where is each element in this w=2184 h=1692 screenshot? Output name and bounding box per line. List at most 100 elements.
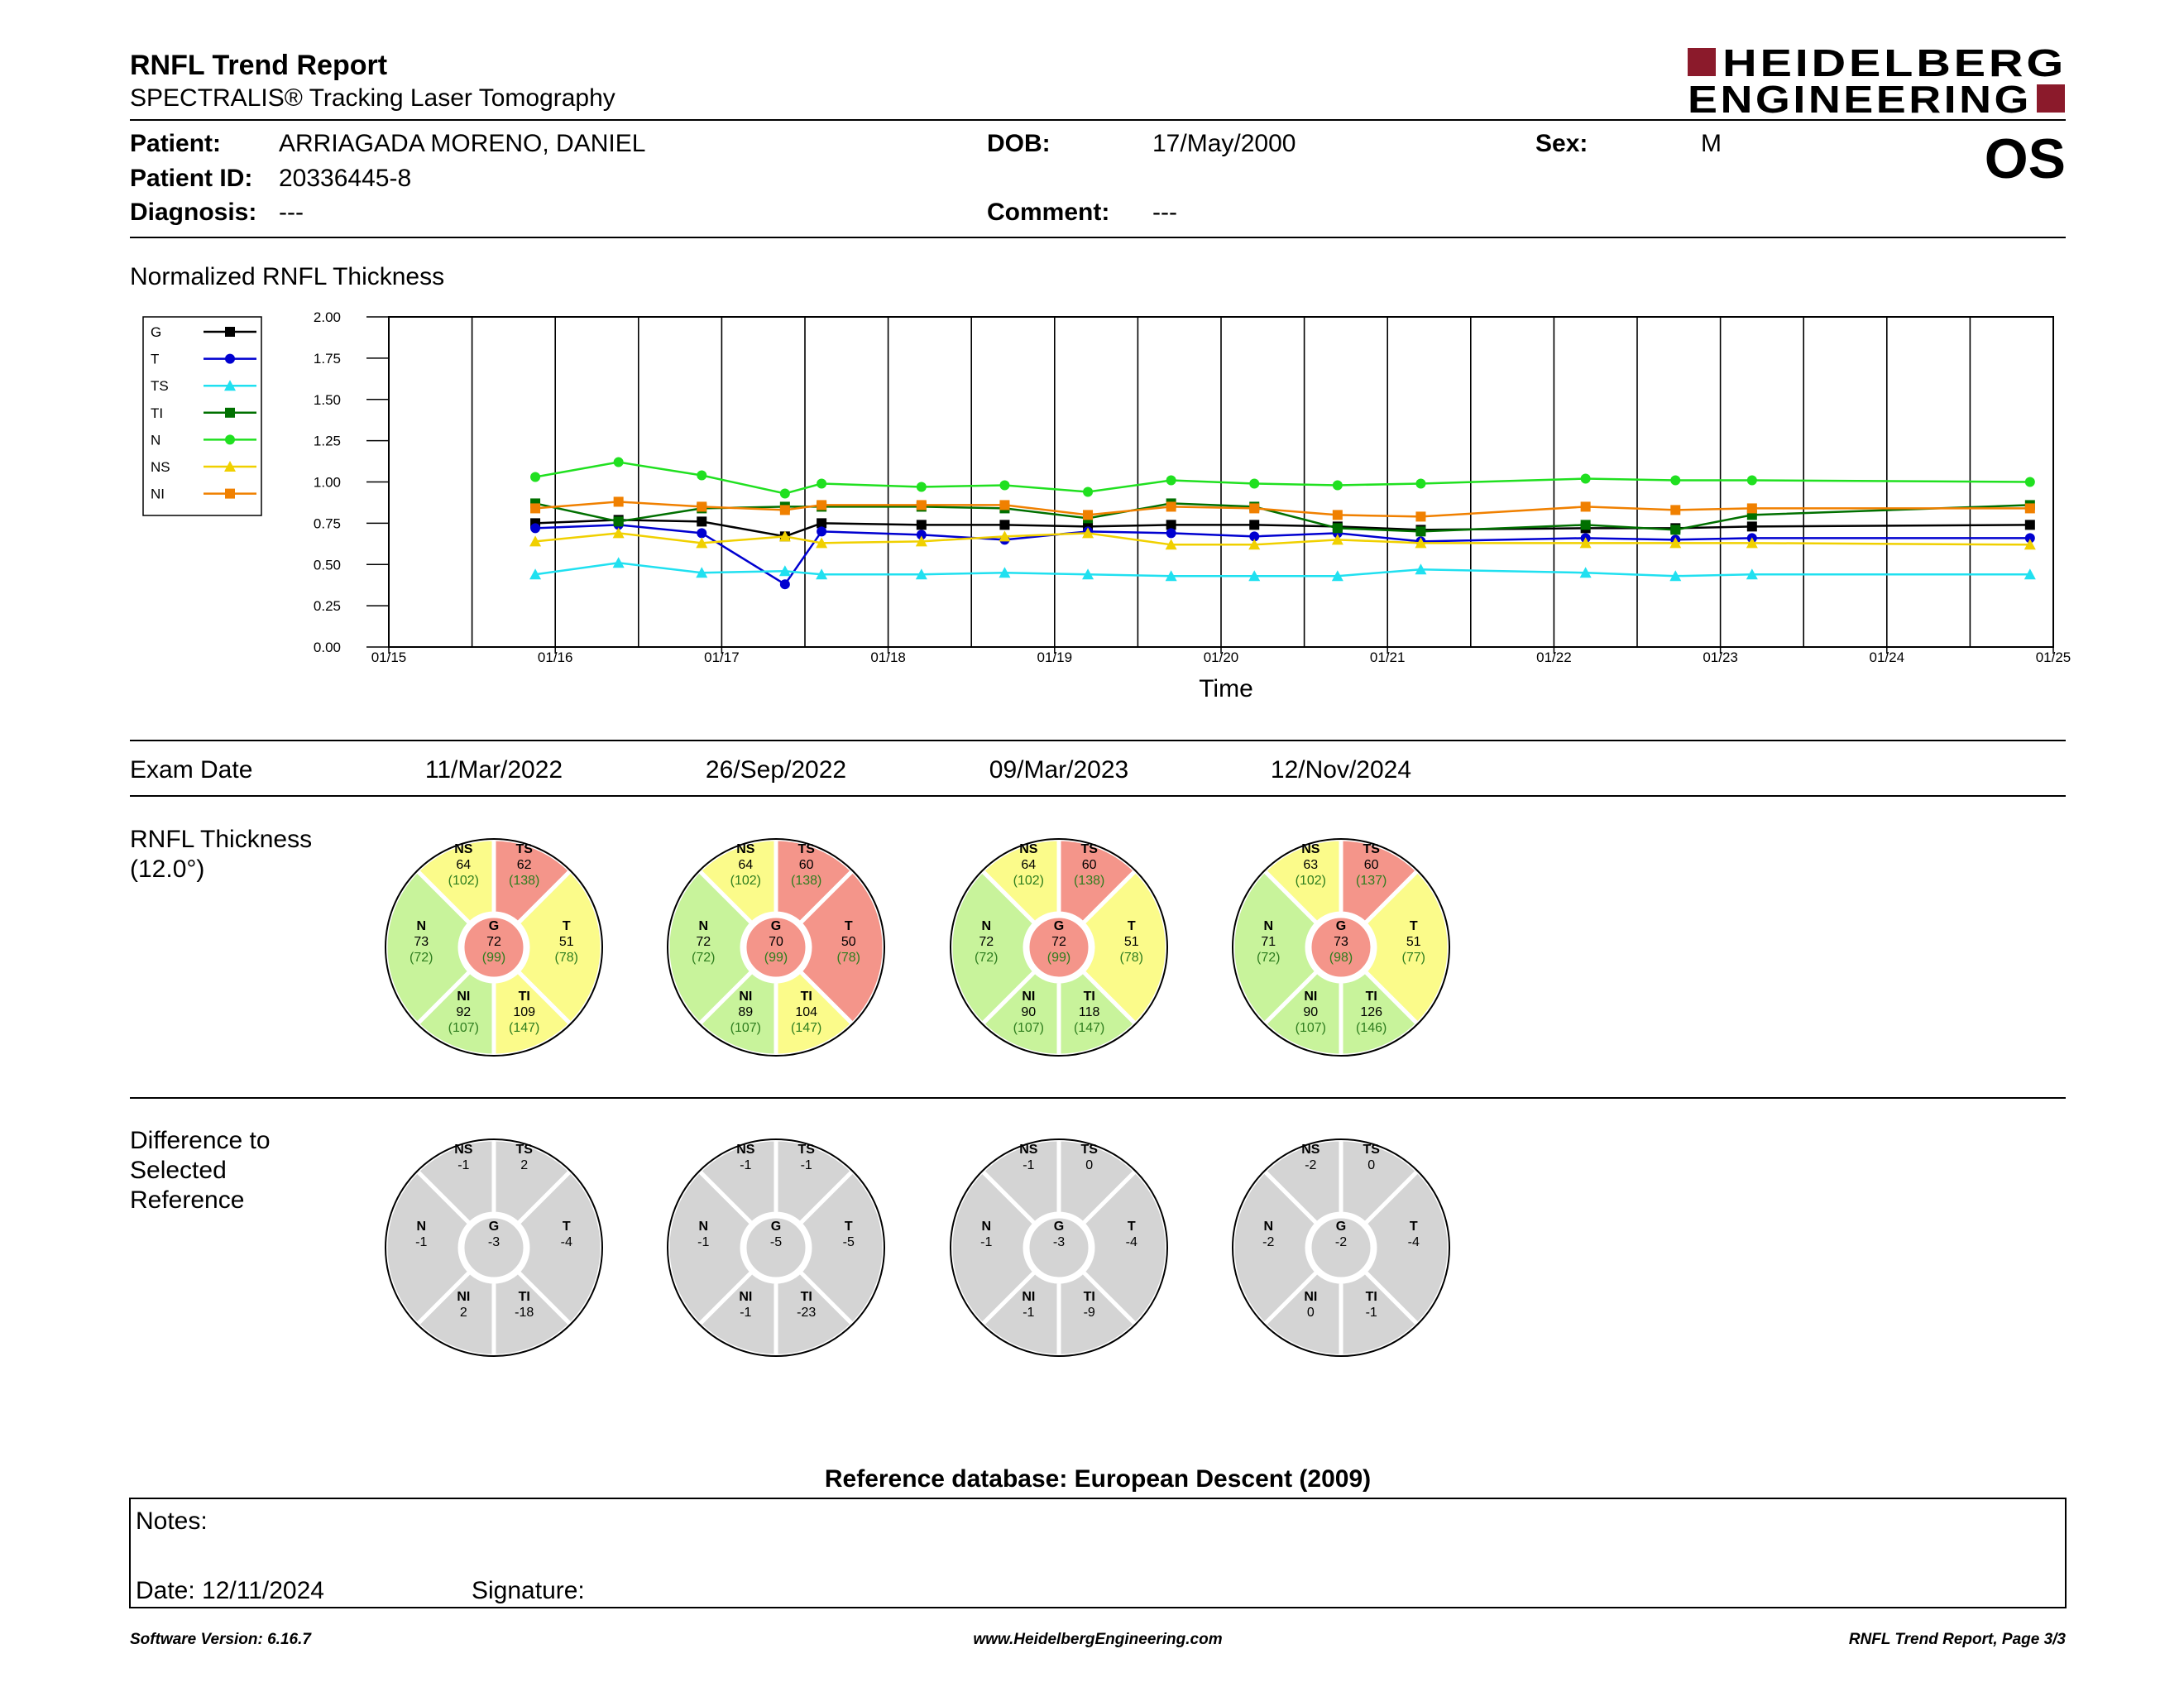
- series-n: [530, 457, 2035, 499]
- comment-label: Comment:: [987, 199, 1109, 226]
- x-tick-label: 01/19: [1037, 649, 1073, 665]
- data-point-t: [779, 579, 790, 590]
- data-point-t: [1166, 528, 1176, 539]
- x-tick-label: 01/20: [1204, 649, 1239, 665]
- sector-difference-ti: -18: [515, 1306, 534, 1320]
- data-point-ns: [1248, 539, 1261, 550]
- data-point-ts: [2024, 568, 2036, 580]
- data-point-g: [1746, 521, 1757, 532]
- data-point-ni: [2024, 503, 2035, 514]
- sector-difference-ns: -1: [740, 1158, 751, 1172]
- legend-marker: [225, 434, 235, 445]
- sector-name-ns: NS: [736, 1143, 755, 1157]
- data-point-ns: [999, 530, 1011, 542]
- heidelberg-logo: HEIDELBERG ENGINEERING: [1688, 41, 2065, 121]
- sector-difference-t: -4: [561, 1235, 572, 1249]
- series-ns: [529, 527, 2036, 550]
- diagnosis-label: Diagnosis:: [130, 199, 256, 226]
- sector-name-n: N: [698, 919, 708, 933]
- sector-name-ni: NI: [1022, 1290, 1035, 1304]
- y-tick-label: 1.00: [314, 475, 341, 491]
- x-tick-label: 01/24: [1870, 649, 1905, 665]
- data-point-t: [916, 530, 927, 540]
- data-point-n: [2024, 477, 2035, 487]
- sector-name-ti: TI: [1366, 990, 1377, 1004]
- data-point-ni: [1670, 505, 1681, 515]
- data-point-n: [697, 470, 707, 481]
- difference-label-line-2: Selected: [130, 1157, 227, 1184]
- circle-outline: [950, 838, 1168, 1057]
- data-point-ni: [697, 501, 707, 512]
- legend-marker: [224, 380, 236, 391]
- data-point-n: [613, 457, 624, 467]
- data-point-ts: [612, 557, 625, 568]
- sector-value-ns: 64: [1021, 858, 1036, 872]
- data-point-ts: [529, 568, 542, 580]
- data-point-n: [1166, 475, 1176, 486]
- data-point-ti: [613, 516, 624, 527]
- comment-value: ---: [1152, 199, 1177, 226]
- thickness-label-line-1: RNFL Thickness: [130, 826, 312, 853]
- sector-g: [462, 915, 526, 980]
- circle-outline: [385, 838, 603, 1057]
- sector-reference-ts: (138): [509, 874, 539, 888]
- series-line-g: [535, 519, 2030, 538]
- data-point-ns: [1165, 539, 1177, 550]
- logo-line-2: ENGINEERING: [1688, 78, 2032, 121]
- data-point-ts: [778, 565, 791, 577]
- data-point-g: [1249, 520, 1260, 530]
- sector-name-ti: TI: [519, 990, 530, 1004]
- logo-square-top: [1688, 48, 1716, 76]
- sector-reference-n: (72): [692, 951, 715, 965]
- data-point-ts: [1248, 570, 1261, 582]
- sector-name-ts: TS: [797, 842, 815, 856]
- data-point-ti: [1580, 520, 1591, 530]
- sector-value-ts: 62: [517, 858, 532, 872]
- sector-name-n: N: [1263, 919, 1273, 933]
- dob-label: DOB:: [987, 130, 1051, 157]
- data-point-ts: [816, 568, 828, 580]
- logo-square-bottom: [2037, 84, 2065, 113]
- x-tick-label: 01/16: [538, 649, 573, 665]
- data-point-ns: [1579, 537, 1592, 549]
- y-tick-label: 0.50: [314, 557, 341, 573]
- sector-value-ts: 60: [1364, 858, 1379, 872]
- sector-difference-n: -1: [697, 1235, 709, 1249]
- sector-reference-t: (77): [1402, 951, 1425, 965]
- x-tick-label: 01/23: [1703, 649, 1738, 665]
- sector-name-n: N: [416, 1220, 426, 1234]
- series-line-n: [534, 461, 2030, 495]
- series-line-ts: [534, 561, 2030, 578]
- sector-value-g: 72: [1051, 935, 1066, 949]
- sector-name-ts: TS: [1363, 842, 1380, 856]
- sector-value-ns: 64: [456, 858, 471, 872]
- sector-reference-t: (78): [1120, 951, 1143, 965]
- sector-reference-g: (98): [1329, 951, 1353, 965]
- thickness-circles: TS62(138)T51(78)TI109(147)NI92(107)N73(7…: [383, 836, 1452, 1058]
- data-point-n: [1083, 487, 1094, 497]
- sector-value-ni: 90: [1021, 1005, 1036, 1019]
- data-point-ns: [612, 527, 625, 539]
- sector-reference-t: (78): [555, 951, 578, 965]
- legend-marker: [224, 461, 236, 472]
- data-point-n: [817, 478, 827, 489]
- sector-difference-n: -2: [1262, 1235, 1274, 1249]
- exam-date-4: 12/Nov/2024: [1271, 756, 1411, 784]
- data-point-ns: [1746, 537, 1758, 549]
- data-point-ni: [1580, 501, 1591, 512]
- legend-label: TI: [151, 405, 163, 421]
- sector-difference-ni: 0: [1307, 1306, 1315, 1320]
- sector-value-t: 51: [1406, 935, 1421, 949]
- legend-box: [142, 316, 262, 516]
- y-tick-label: 0.75: [314, 515, 341, 531]
- exam-date-2: 26/Sep/2022: [706, 756, 846, 784]
- sector-reference-ti: (147): [791, 1021, 821, 1035]
- sector-difference-ti: -9: [1084, 1306, 1095, 1320]
- data-point-t: [1249, 531, 1260, 542]
- data-point-ni: [817, 500, 827, 510]
- y-tick-label: 1.75: [314, 351, 341, 367]
- legend-label: NI: [151, 487, 165, 502]
